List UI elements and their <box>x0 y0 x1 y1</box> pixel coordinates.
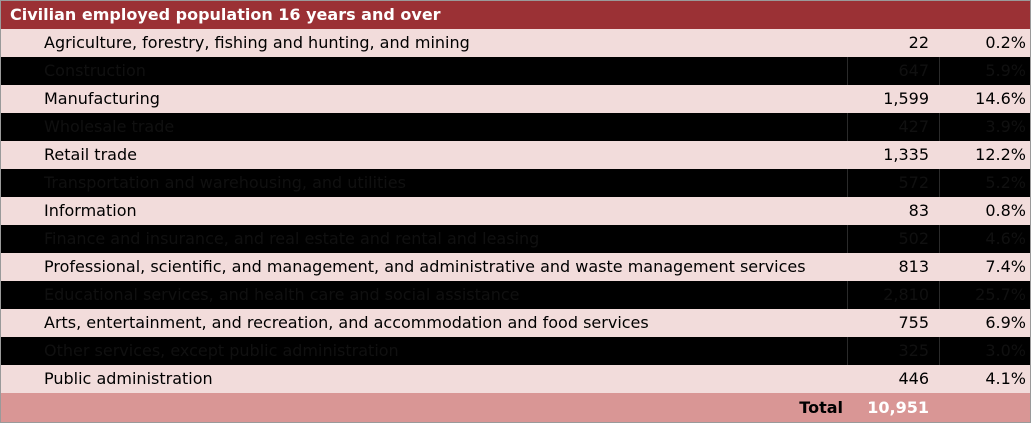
table-row: Manufacturing 1,599 14.6% <box>1 85 1030 113</box>
table-row-redacted: Transportation and warehousing, and util… <box>1 169 1030 197</box>
row-count: 325 <box>847 337 939 365</box>
table-row-redacted: Educational services, and health care an… <box>1 281 1030 309</box>
row-percent: 0.8% <box>985 201 1026 220</box>
row-label: Other services, except public administra… <box>44 341 399 360</box>
row-percent: 3.0% <box>939 337 1030 365</box>
table-row-redacted: Finance and insurance, and real estate a… <box>1 225 1030 253</box>
row-percent: 7.4% <box>985 257 1026 276</box>
row-label: Educational services, and health care an… <box>44 285 520 304</box>
row-count: 647 <box>847 57 939 85</box>
row-percent: 14.6% <box>975 89 1026 108</box>
row-label: Finance and insurance, and real estate a… <box>44 229 540 248</box>
table-row: Information 83 0.8% <box>1 197 1030 225</box>
total-label: Total <box>799 398 843 417</box>
row-count: 1,335 <box>883 145 929 164</box>
row-label: Construction <box>44 61 146 80</box>
row-count: 755 <box>898 313 929 332</box>
total-row: Total 10,951 <box>1 393 1030 422</box>
total-percent-empty <box>939 393 1030 422</box>
row-count: 2,810 <box>847 281 939 309</box>
row-count: 813 <box>898 257 929 276</box>
table-row: Arts, entertainment, and recreation, and… <box>1 309 1030 337</box>
table-row: Public administration 446 4.1% <box>1 365 1030 393</box>
table-row-redacted: Construction 647 5.9% <box>1 57 1030 85</box>
row-label: Retail trade <box>44 145 137 164</box>
row-percent: 12.2% <box>975 145 1026 164</box>
row-percent: 4.1% <box>985 369 1026 388</box>
table-title: Civilian employed population 16 years an… <box>1 1 1030 29</box>
row-percent: 0.2% <box>985 33 1026 52</box>
row-count: 1,599 <box>883 89 929 108</box>
row-count: 502 <box>847 225 939 253</box>
row-label: Professional, scientific, and management… <box>44 257 806 276</box>
row-count: 22 <box>908 33 929 52</box>
row-count: 83 <box>908 201 929 220</box>
row-count: 572 <box>847 169 939 197</box>
table-row-redacted: Other services, except public administra… <box>1 337 1030 365</box>
row-label: Public administration <box>44 369 213 388</box>
row-percent: 5.2% <box>939 169 1030 197</box>
row-percent: 5.9% <box>939 57 1030 85</box>
row-percent: 6.9% <box>985 313 1026 332</box>
table-row: Agriculture, forestry, fishing and hunti… <box>1 29 1030 57</box>
row-label: Information <box>44 201 137 220</box>
row-percent: 25.7% <box>939 281 1030 309</box>
row-label: Manufacturing <box>44 89 160 108</box>
table-row: Professional, scientific, and management… <box>1 253 1030 281</box>
table-row-redacted: Wholesale trade 427 3.9% <box>1 113 1030 141</box>
row-percent: 3.9% <box>939 113 1030 141</box>
row-label: Wholesale trade <box>44 117 175 136</box>
row-label: Transportation and warehousing, and util… <box>44 173 406 192</box>
row-count: 427 <box>847 113 939 141</box>
table-row: Retail trade 1,335 12.2% <box>1 141 1030 169</box>
total-value: 10,951 <box>867 398 929 417</box>
row-label: Agriculture, forestry, fishing and hunti… <box>44 33 470 52</box>
row-percent: 4.6% <box>939 225 1030 253</box>
row-count: 446 <box>898 369 929 388</box>
row-label: Arts, entertainment, and recreation, and… <box>44 313 649 332</box>
